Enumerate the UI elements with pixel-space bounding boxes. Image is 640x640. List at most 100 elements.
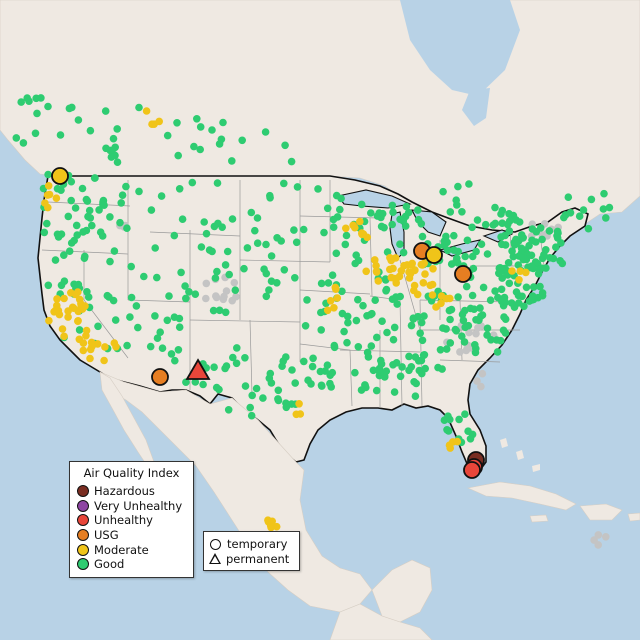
moderate-monitor-dot bbox=[53, 295, 61, 303]
moderate-monitor-dot bbox=[410, 286, 418, 295]
moderate-monitor-dot bbox=[374, 277, 383, 285]
good-monitor-dot bbox=[88, 221, 96, 230]
good-monitor-dot bbox=[512, 216, 520, 224]
good-monitor-dot bbox=[127, 293, 136, 302]
monitor-marker-new-mexico[interactable] bbox=[185, 358, 211, 380]
moderate-monitor-dot bbox=[45, 316, 53, 325]
no-data-monitor-dot bbox=[472, 329, 480, 338]
moderate-label: Moderate bbox=[94, 542, 149, 557]
good-monitor-dot bbox=[178, 215, 187, 223]
monitor-marker-florida-3[interactable] bbox=[463, 461, 481, 479]
monitor-marker-arizona[interactable] bbox=[151, 368, 169, 386]
good-monitor-dot bbox=[153, 273, 161, 282]
good-monitor-dot bbox=[377, 360, 386, 368]
good-monitor-dot bbox=[483, 331, 491, 339]
good-monitor-dot bbox=[477, 240, 486, 248]
good-monitor-dot bbox=[113, 158, 122, 166]
good-monitor-dot bbox=[185, 288, 193, 296]
good-monitor-dot bbox=[228, 157, 236, 165]
moderate-monitor-dot bbox=[44, 203, 52, 212]
good-monitor-dot bbox=[229, 353, 237, 362]
moderate-monitor-dot bbox=[349, 221, 357, 230]
moderate-monitor-dot bbox=[52, 194, 61, 202]
good-monitor-dot bbox=[538, 235, 546, 244]
good-monitor-dot bbox=[363, 348, 372, 357]
moderate-monitor-dot bbox=[508, 267, 516, 275]
moderate-monitor-dot bbox=[60, 294, 68, 303]
good-monitor-dot bbox=[414, 206, 422, 214]
moderate-monitor-dot bbox=[326, 297, 335, 305]
good-monitor-dot bbox=[259, 394, 267, 402]
monitor-marker-washington[interactable] bbox=[51, 167, 69, 185]
good-monitor-dot bbox=[213, 267, 221, 276]
good-monitor-dot bbox=[500, 264, 509, 273]
good-monitor-dot bbox=[440, 237, 449, 245]
good-monitor-dot bbox=[317, 326, 326, 334]
good-monitor-dot bbox=[407, 321, 416, 330]
good-monitor-dot bbox=[587, 195, 596, 204]
good-monitor-dot bbox=[439, 324, 447, 332]
good-monitor-dot bbox=[439, 187, 447, 196]
highlighted-monitors[interactable] bbox=[51, 167, 485, 479]
good-monitor-dot bbox=[329, 223, 338, 231]
moderate-monitor-dot bbox=[44, 182, 53, 190]
good-monitor-dot bbox=[427, 297, 436, 305]
moderate-monitor-dot bbox=[323, 306, 332, 315]
monitor-marker-chicago-2[interactable] bbox=[425, 246, 443, 264]
good-monitor-dot bbox=[291, 379, 300, 387]
good-monitor-dot bbox=[210, 222, 219, 231]
good-monitor-dot bbox=[111, 316, 120, 324]
unhealthy-swatch bbox=[77, 514, 89, 527]
good-monitor-dot bbox=[253, 214, 262, 222]
moderate-monitor-dot bbox=[356, 217, 364, 226]
good-monitor-dot bbox=[288, 366, 296, 374]
good-monitor-dot bbox=[74, 116, 83, 124]
good-monitor-dot bbox=[238, 136, 246, 145]
moderate-monitor-dot bbox=[112, 343, 120, 351]
good-monitor-dot bbox=[564, 193, 573, 201]
good-monitor-dot bbox=[458, 208, 466, 216]
good-monitor-dot bbox=[158, 344, 167, 353]
good-monitor-dot bbox=[461, 306, 469, 315]
good-monitor-dot bbox=[53, 184, 62, 193]
good-monitor-dot bbox=[241, 382, 250, 390]
good-monitor-dot bbox=[83, 288, 91, 296]
good-monitor-dot bbox=[262, 292, 271, 301]
good-monitor-dot bbox=[151, 312, 159, 320]
good-monitor-dot bbox=[382, 367, 391, 376]
moderate-monitor-dot bbox=[446, 444, 455, 452]
good-monitor-dot bbox=[501, 315, 510, 324]
good-monitor-dot bbox=[215, 140, 224, 148]
good-monitor-dot bbox=[266, 191, 274, 200]
good-monitor-dot bbox=[491, 203, 499, 212]
moderate-monitor-dot bbox=[386, 265, 394, 274]
good-monitor-dot bbox=[210, 363, 218, 372]
good-monitor-dot bbox=[505, 227, 514, 235]
good-monitor-dot bbox=[72, 221, 81, 230]
good-monitor-dot bbox=[509, 252, 518, 261]
james-bay bbox=[462, 88, 490, 126]
good-monitor-dot bbox=[100, 201, 108, 209]
good-monitor-dot bbox=[134, 323, 142, 332]
good-monitor-dot bbox=[465, 180, 473, 188]
good-monitor-dot bbox=[389, 361, 397, 369]
good-monitor-dot bbox=[251, 226, 259, 235]
good-monitor-dot bbox=[461, 410, 469, 419]
good-monitor-dot bbox=[274, 396, 283, 405]
good-monitor-dot bbox=[19, 139, 28, 147]
good-monitor-dot bbox=[342, 231, 351, 240]
good-monitor-dot bbox=[382, 287, 390, 295]
good-monitor-dot bbox=[491, 219, 500, 228]
good-monitor-dot bbox=[106, 146, 115, 155]
good-monitor-dot bbox=[44, 281, 53, 290]
good-monitor-dot bbox=[324, 279, 333, 287]
monitor-marker-ohio[interactable] bbox=[454, 265, 472, 283]
good-monitor-dot bbox=[471, 341, 479, 349]
no-data-monitor-dot bbox=[220, 292, 228, 301]
good-monitor-dot bbox=[504, 259, 513, 267]
good-monitor-dot bbox=[191, 290, 200, 299]
moderate-monitor-dot bbox=[101, 343, 109, 351]
moderate-monitor-dot bbox=[60, 332, 68, 341]
good-monitor-dot bbox=[542, 246, 550, 254]
good-monitor-dot bbox=[452, 196, 461, 204]
